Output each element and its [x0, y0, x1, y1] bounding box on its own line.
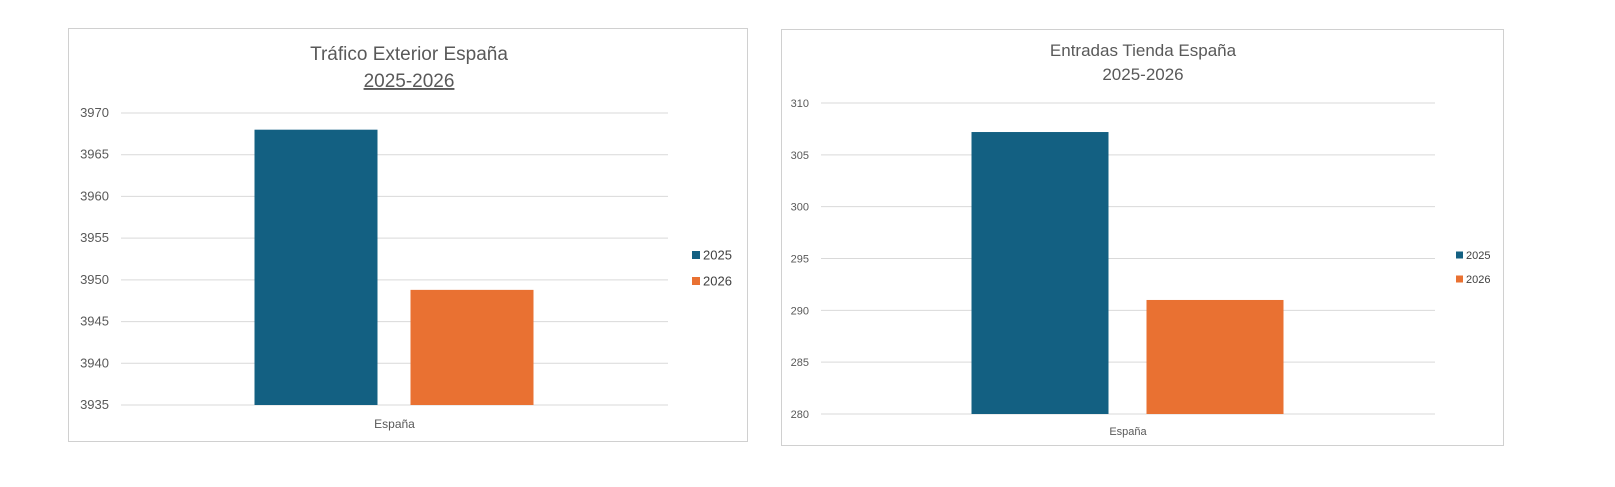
y-tick-label: 285 — [791, 357, 809, 369]
legend-item-2025: 2025 — [692, 248, 732, 263]
legend-swatch — [692, 277, 700, 285]
y-tick-label: 290 — [791, 305, 809, 317]
bar-2026 — [410, 289, 534, 405]
y-tick-label: 3935 — [80, 397, 109, 412]
chart-entradas-tienda: Entradas Tienda España 2025-2026 280 285 2… — [781, 29, 1504, 446]
chart-subtitle: 2025-2026 — [1102, 65, 1183, 84]
y-tick-label: 3960 — [80, 188, 109, 203]
legend-swatch — [692, 251, 700, 259]
y-tick-label: 300 — [791, 202, 809, 214]
bar-2025 — [254, 129, 378, 405]
chart-title: Tráfico Exterior España — [310, 44, 508, 65]
legend-label: 2026 — [703, 274, 732, 289]
y-tick-label: 305 — [791, 150, 809, 162]
y-tick-label: 3970 — [80, 105, 109, 120]
chart-svg-trafico: Tráfico Exterior España 2025-2026 3935 39… — [80, 44, 732, 431]
legend-label: 2026 — [1466, 274, 1490, 286]
chart-svg-entradas: Entradas Tienda España 2025-2026 280 285 2… — [791, 41, 1491, 438]
y-tick-label: 3955 — [80, 230, 109, 245]
x-category-label: España — [374, 417, 415, 431]
legend-item-2025: 2025 — [1456, 250, 1490, 262]
y-tick-label: 280 — [791, 409, 809, 421]
y-tick-label: 3950 — [80, 272, 109, 287]
legend-label: 2025 — [1466, 250, 1490, 262]
y-tick-label: 310 — [791, 98, 809, 110]
y-tick-label: 3940 — [80, 355, 109, 370]
legend-swatch — [1456, 275, 1463, 283]
legend-item-2026: 2026 — [1456, 274, 1490, 286]
bar-2025 — [971, 132, 1109, 414]
legend-swatch — [1456, 251, 1463, 259]
y-tick-label: 3965 — [80, 147, 109, 162]
x-category-label: España — [1109, 426, 1147, 438]
bar-2026 — [1146, 299, 1284, 414]
legend-label: 2025 — [703, 248, 732, 263]
y-tick-label: 295 — [791, 254, 809, 266]
legend-item-2026: 2026 — [692, 274, 732, 289]
y-tick-label: 3945 — [80, 314, 109, 329]
chart-title: Entradas Tienda España — [1050, 41, 1237, 60]
chart-trafico-exterior: Tráfico Exterior España 2025-2026 3935 39… — [68, 28, 748, 442]
chart-subtitle: 2025-2026 — [364, 71, 455, 92]
